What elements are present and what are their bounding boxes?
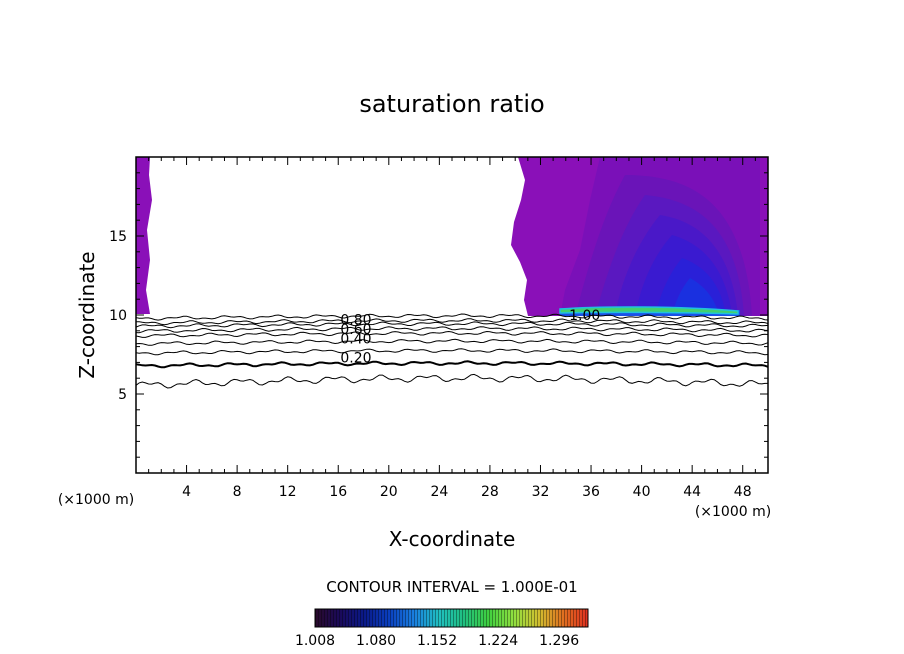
x-tick-label: 32 [532, 484, 550, 500]
x-axis-label: X-coordinate [389, 527, 516, 551]
colorbar-tick-label: 1.080 [356, 633, 396, 649]
contour-line [136, 318, 768, 326]
contour-lines [136, 313, 768, 389]
y-axis-label: Z-coordinate [75, 251, 99, 378]
x-tick-label: 36 [582, 484, 600, 500]
x-unit-left: (×1000 m) [58, 492, 134, 508]
x-tick-label: 12 [279, 484, 297, 500]
x-tick-label: 48 [734, 484, 752, 500]
colorbar-tick-label: 1.008 [295, 633, 335, 649]
x-unit-right: (×1000 m) [695, 504, 771, 520]
contour-line [136, 313, 768, 321]
contour-line [136, 338, 768, 346]
contour-label: 0.20 [340, 351, 371, 367]
contour-line [136, 360, 768, 369]
contour-label: 1.00 [569, 308, 600, 324]
x-tick-label: 16 [329, 484, 347, 500]
x-tick-label: 20 [380, 484, 398, 500]
contour-line [136, 326, 768, 334]
x-tick-label: 4 [182, 484, 191, 500]
colorbar-tick-label: 1.224 [478, 633, 518, 649]
colorbar-tick-label: 1.296 [539, 633, 579, 649]
right-saturation-region [511, 157, 768, 316]
contour-interval-label: CONTOUR INTERVAL = 1.000E-01 [326, 578, 577, 596]
x-tick-label: 28 [481, 484, 499, 500]
contour-labels: 0.20 0.400.600.80 1.00 [340, 308, 600, 367]
x-tick-label: 24 [430, 484, 448, 500]
y-tick-label: 15 [109, 229, 127, 245]
contour-line [136, 373, 768, 389]
x-tick-label: 8 [233, 484, 242, 500]
chart-title: saturation ratio [359, 90, 544, 118]
contour-line [136, 321, 768, 329]
x-tick-label: 40 [633, 484, 651, 500]
colorbar-tick-label: 1.152 [417, 633, 457, 649]
y-tick-label: 10 [109, 308, 127, 324]
contour-line [136, 330, 768, 338]
contour-label: 0.40 [340, 332, 371, 348]
colorbar-tick-labels: 1.008 1.080 1.152 1.224 1.296 [295, 633, 579, 649]
colorbar [314, 608, 589, 628]
contour-label: 0.80 [340, 313, 371, 329]
supersaturation-peak-band [559, 306, 739, 315]
contour-line [136, 348, 768, 356]
supersaturated-regions [136, 157, 768, 316]
y-tick-label: 5 [118, 387, 127, 403]
x-tick-label: 44 [683, 484, 701, 500]
contour-label: 0.60 [340, 322, 371, 338]
colorbar-stripes [315, 609, 588, 627]
